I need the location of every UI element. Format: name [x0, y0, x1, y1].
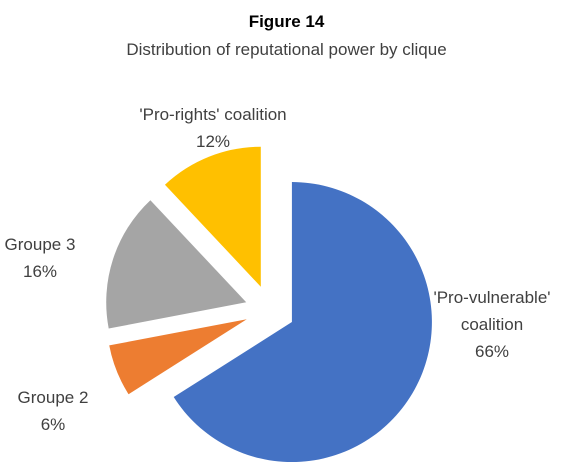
slice-label: Groupe 2: [17, 388, 89, 407]
pie-slice: [164, 146, 261, 287]
slice-label: Groupe 3: [4, 235, 76, 254]
pie-slice: [106, 200, 247, 329]
pie-slice: [109, 319, 247, 395]
slice-label: 'Pro-vulnerable' coalition: [433, 288, 551, 334]
slice-label: 'Pro-rights' coalition: [139, 105, 287, 124]
slice-percent: 16%: [22, 262, 58, 281]
chart-subtitle: Distribution of reputational power by cl…: [126, 40, 447, 59]
chart-title: Figure 14: [248, 12, 325, 31]
slice-percent: 66%: [474, 342, 510, 361]
pie-slice: [173, 182, 432, 463]
slice-percent: 12%: [195, 132, 231, 151]
slice-percent: 6%: [40, 415, 66, 434]
